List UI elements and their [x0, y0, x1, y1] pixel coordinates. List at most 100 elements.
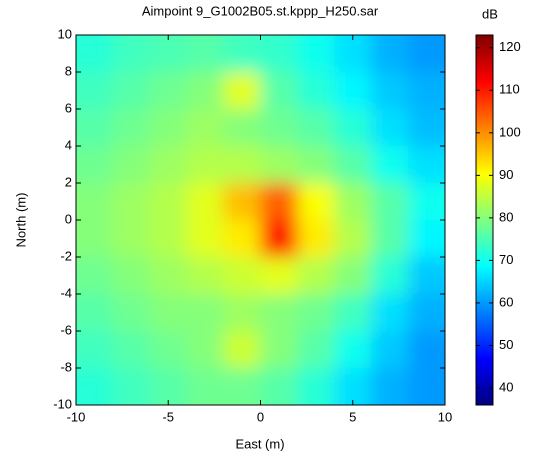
- heatmap-cell: [149, 331, 188, 369]
- heatmap-cell: [112, 35, 151, 73]
- heatmap-cell: [149, 220, 188, 258]
- heatmap-cell: [408, 35, 445, 73]
- y-tick-label: -10: [53, 396, 72, 411]
- heatmap-cell: [260, 220, 298, 258]
- heatmap-cell: [297, 331, 335, 369]
- heatmap-cell: [371, 183, 409, 221]
- heatmap-cell: [112, 257, 151, 295]
- heatmap-cell: [112, 146, 151, 184]
- heatmap-cell: [112, 294, 151, 332]
- heatmap-cell: [371, 294, 409, 332]
- heatmap-cell: [186, 368, 225, 405]
- colorbar-tick-label: 110: [499, 82, 520, 97]
- heatmap-cell: [76, 183, 114, 221]
- heatmap-cell: [186, 294, 225, 332]
- x-tick-label: 5: [349, 409, 356, 424]
- colorbar-tick-label: 90: [499, 167, 513, 182]
- heatmap-cell: [334, 109, 372, 147]
- heatmap-cell: [334, 35, 372, 73]
- heatmap-cell: [408, 183, 445, 221]
- heatmap-cell: [408, 146, 445, 184]
- heatmap-cell: [408, 220, 445, 258]
- heatmap-cell: [149, 72, 188, 110]
- heatmap-cell: [186, 146, 225, 184]
- heatmap-cell: [112, 72, 151, 110]
- heatmap-cell: [260, 183, 298, 221]
- y-tick-label: 6: [65, 100, 72, 115]
- y-tick-label: -8: [60, 359, 72, 374]
- heatmap-cell: [334, 294, 372, 332]
- heatmap-cell: [408, 109, 445, 147]
- heatmap-cell: [408, 331, 445, 369]
- heatmap-cell: [334, 257, 372, 295]
- y-tick-label: 4: [65, 137, 72, 152]
- heatmap-cell: [149, 109, 188, 147]
- y-tick-label: -2: [60, 248, 72, 263]
- heatmap-cell: [260, 331, 298, 369]
- heatmap-cell: [149, 368, 188, 405]
- heatmap-cell: [371, 331, 409, 369]
- heatmap-cell: [371, 368, 409, 405]
- heatmap-cell: [223, 331, 261, 369]
- heatmap-cell: [260, 35, 298, 73]
- colorbar-tick-label: 40: [499, 379, 513, 394]
- heatmap-cell: [260, 368, 298, 405]
- heatmap-cell: [112, 368, 151, 405]
- heatmap-cell: [186, 220, 225, 258]
- y-tick-label: 0: [65, 211, 72, 226]
- heatmap-cell: [334, 183, 372, 221]
- heatmap-cell: [76, 220, 114, 258]
- heatmap-cell: [371, 146, 409, 184]
- heatmap-cell: [223, 257, 261, 295]
- heatmap-cell: [186, 183, 225, 221]
- heatmap-cell: [260, 294, 298, 332]
- x-tick-label: -10: [67, 409, 86, 424]
- heatmap-cell: [223, 109, 261, 147]
- x-axis-label: East (m): [235, 436, 284, 451]
- heatmap-cell: [112, 109, 151, 147]
- heatmap-cell: [149, 35, 188, 73]
- y-tick-label: 8: [65, 63, 72, 78]
- y-tick-label: -4: [60, 285, 72, 300]
- heatmap-cell: [260, 72, 298, 110]
- colorbar-tick-label: 80: [499, 209, 513, 224]
- heatmap-cell: [76, 368, 114, 405]
- heatmap-cell: [76, 72, 114, 110]
- heatmap-cell: [334, 72, 372, 110]
- colorbar-tick-label: 50: [499, 337, 513, 352]
- heatmap-cell: [223, 294, 261, 332]
- heatmap-cell: [76, 109, 114, 147]
- heatmap-cell: [297, 368, 335, 405]
- heatmap-cell: [149, 294, 188, 332]
- heatmap-cell: [408, 294, 445, 332]
- heatmap-cell: [112, 183, 151, 221]
- heatmap-cell: [223, 183, 261, 221]
- heatmap-cell: [149, 146, 188, 184]
- heatmap-cell: [334, 146, 372, 184]
- heatmap-cell: [223, 368, 261, 405]
- heatmap-cell: [223, 220, 261, 258]
- heatmap-cell: [297, 183, 335, 221]
- colorbar-tick-label: 70: [499, 252, 513, 267]
- heatmap-cell: [186, 72, 225, 110]
- colorbar-tick-label: 120: [499, 39, 521, 54]
- heatmap-cell: [334, 368, 372, 405]
- heatmap-cell: [260, 109, 298, 147]
- heatmap-cell: [408, 72, 445, 110]
- heatmap-cell: [408, 368, 445, 405]
- heatmap-cell: [223, 35, 261, 73]
- heatmap-cell: [371, 72, 409, 110]
- heatmap-cell: [112, 331, 151, 369]
- y-tick-label: 10: [58, 26, 72, 41]
- heatmap-cell: [260, 257, 298, 295]
- heatmap-cell: [260, 146, 298, 184]
- heatmap-cell: [186, 109, 225, 147]
- colorbar-label: dB: [482, 6, 498, 21]
- heatmap-cell: [223, 72, 261, 110]
- x-tick-label: 0: [257, 409, 264, 424]
- heatmap-cell: [297, 257, 335, 295]
- heatmap-cell: [334, 331, 372, 369]
- heatmap-cell: [371, 109, 409, 147]
- heatmap-cell: [297, 72, 335, 110]
